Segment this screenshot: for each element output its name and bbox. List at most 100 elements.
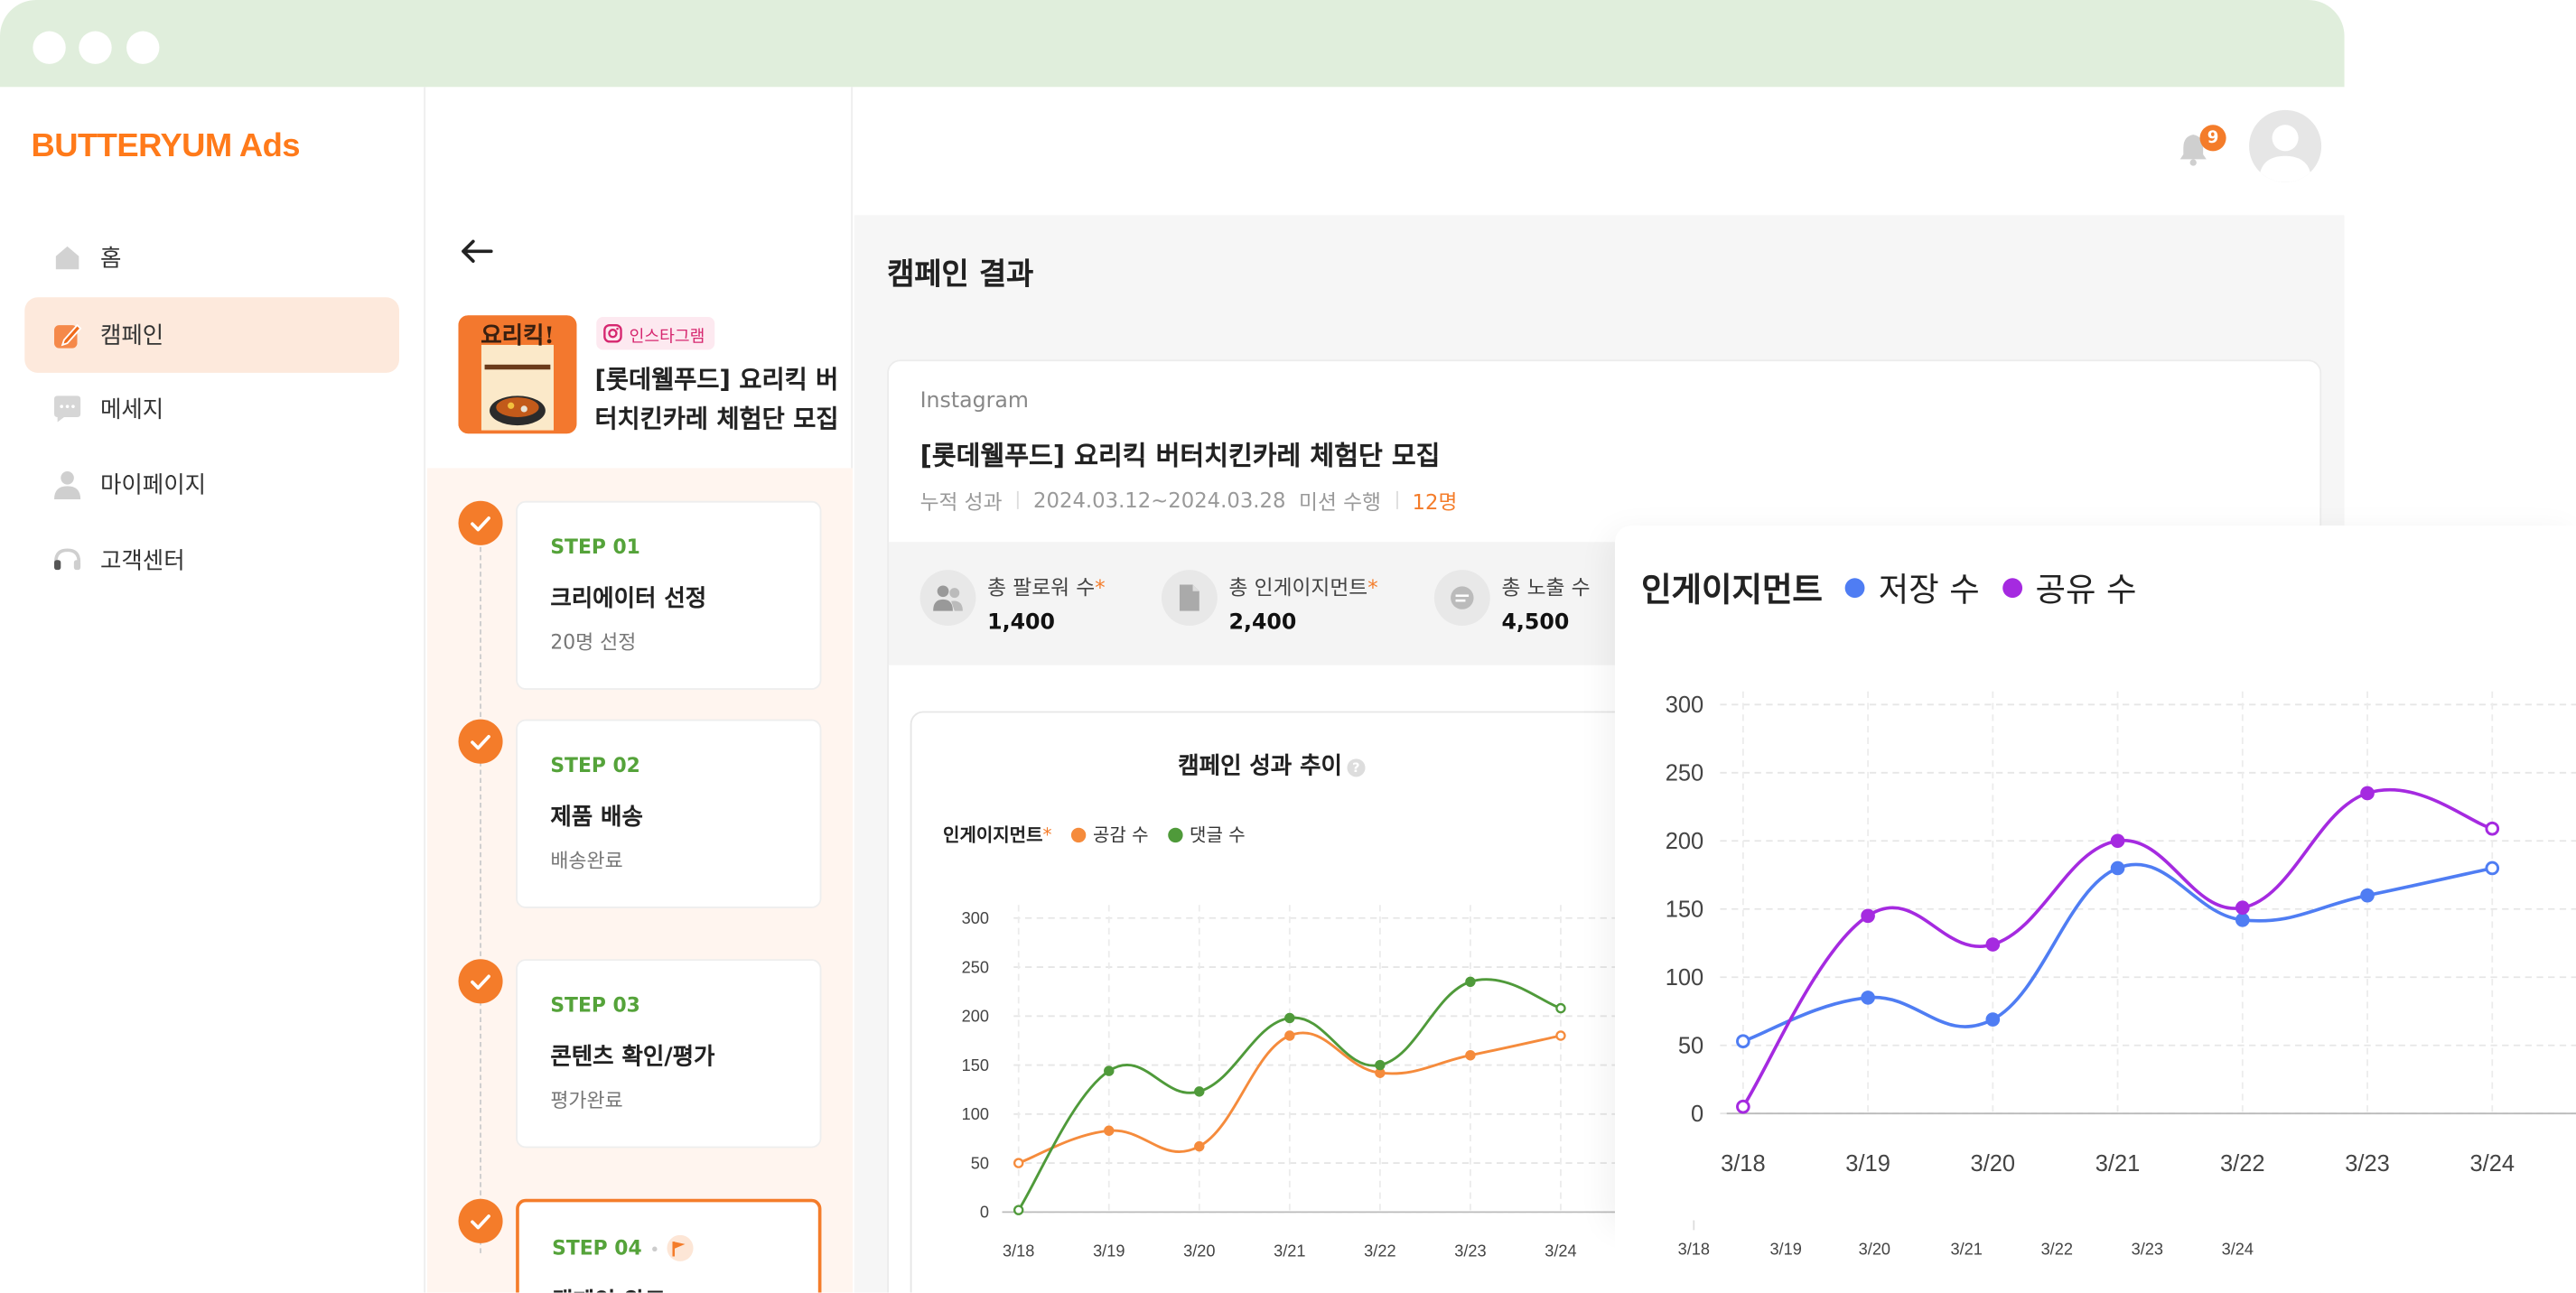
campaign-title: [롯데웰푸드] 요리킥 버터치킨카레 체험단 모집	[594, 364, 839, 434]
top-header: 9	[854, 87, 2345, 216]
y-tick-label: 0	[980, 1204, 989, 1222]
headset-icon	[52, 545, 82, 575]
help-icon[interactable]: ?	[1347, 758, 1366, 777]
meta-mission-label: 미션 수행	[1299, 489, 1381, 515]
x-tick-label: 3/22	[2041, 1241, 2073, 1259]
data-point	[2360, 786, 2375, 801]
check-icon	[458, 719, 503, 764]
y-tick-label: 50	[1678, 1034, 1703, 1059]
sidebar-item-home[interactable]: 홈	[24, 220, 399, 296]
data-point	[1985, 937, 2001, 952]
y-tick-label: 300	[962, 909, 989, 927]
document-icon	[1161, 570, 1218, 627]
campaign-name: [롯데웰푸드] 요리킥 버터치킨카레 체험단 모집	[919, 440, 1441, 472]
campaign-panel: 요리킥! 인스타그램 [롯데웰푸드] 요리킥 버터치킨카레 체험단 모집 STE…	[426, 87, 854, 1293]
x-tick-label: 3/24	[1545, 1242, 1576, 1260]
window-minimize-button[interactable]	[79, 31, 112, 64]
y-tick-label: 250	[962, 958, 989, 976]
sidebar-item-label: 고객센터	[99, 548, 185, 575]
sidebar-item-message[interactable]: 메세지	[24, 371, 399, 447]
y-tick-label: 100	[1666, 965, 1703, 991]
legend-dot	[2002, 577, 2023, 598]
stat-followers: 총 팔로워 수* 1,400	[919, 570, 1106, 636]
step-card-3[interactable]: STEP 03 콘텐츠 확인/평가 평가완료	[516, 959, 822, 1149]
y-tick-label: 200	[1666, 829, 1703, 854]
step-name: 제품 배송	[550, 805, 643, 832]
stat-impressions: 총 노출 수 4,500	[1433, 570, 1591, 636]
window-maximize-button[interactable]	[126, 31, 160, 64]
data-point	[2235, 913, 2250, 927]
data-point	[2110, 860, 2125, 876]
chart-legend: 인게이지먼트 * 공감 수 댓글 수	[943, 821, 1246, 847]
data-point	[2110, 833, 2125, 849]
stat-value: 4,500	[1501, 610, 1570, 636]
x-tick-label: 3/24	[2469, 1151, 2515, 1177]
x-axis-labels-strip: 3/18 3/19 3/20 3/21 3/22 3/23 3/24	[1678, 1220, 2254, 1259]
y-tick-label: 50	[971, 1154, 989, 1172]
legend-label: 저장 수	[1878, 570, 1980, 609]
impression-icon	[1433, 570, 1490, 627]
y-tick-label: 200	[962, 1008, 989, 1026]
data-point	[1861, 908, 1875, 924]
x-tick-label: 3/19	[1845, 1151, 1890, 1177]
stat-value: 1,400	[987, 610, 1055, 636]
legend-dot	[1845, 577, 1866, 598]
campaign-thumbnail: 요리킥!	[458, 315, 577, 434]
x-tick-label: 3/24	[2222, 1241, 2254, 1259]
x-tick-label: 3/20	[1859, 1241, 1890, 1259]
stat-label: 총 노출 수	[1501, 574, 1591, 600]
sidebar-item-label: 메세지	[99, 397, 164, 424]
campaign-icon	[52, 321, 82, 350]
step-label: STEP 01	[550, 535, 640, 559]
back-arrow-icon[interactable]	[460, 238, 493, 271]
instagram-icon	[603, 323, 623, 343]
chart-title: 캠페인 성과 추이	[1178, 753, 1342, 780]
page-title: 캠페인 결과	[887, 257, 1034, 293]
stat-value: 2,400	[1228, 610, 1297, 636]
y-tick-label: 150	[962, 1056, 989, 1074]
data-point	[1555, 1030, 1566, 1041]
step-name: 캠페인 완료	[552, 1284, 818, 1293]
check-icon	[458, 959, 503, 1004]
sidebar: BUTTERYUM Ads 홈 캠페인 메세지 마이페이지	[0, 87, 426, 1293]
step-name: 콘텐츠 확인/평가	[550, 1044, 715, 1071]
divider	[1016, 490, 1019, 509]
step-status: 배송완료	[550, 849, 623, 872]
y-tick-label: 250	[1666, 761, 1703, 786]
sidebar-item-support[interactable]: 고객센터	[24, 522, 399, 598]
flag-icon	[666, 1234, 694, 1261]
data-point	[1104, 1125, 1115, 1136]
sidebar-item-mypage[interactable]: 마이페이지	[24, 447, 399, 523]
data-point	[2360, 888, 2375, 903]
home-icon	[52, 243, 82, 273]
step-status: 평가완료	[550, 1088, 623, 1112]
data-point	[1284, 1030, 1295, 1041]
x-tick-label: 3/23	[2345, 1151, 2390, 1177]
step-card-2[interactable]: STEP 02 제품 배송 배송완료	[516, 719, 822, 908]
data-point	[2485, 821, 2500, 836]
step-name: 크리에이터 선정	[550, 586, 707, 613]
sidebar-item-campaign[interactable]: 캠페인	[24, 297, 399, 373]
avatar[interactable]	[2249, 109, 2322, 182]
series-line	[1018, 1031, 1562, 1165]
divider	[1395, 490, 1398, 509]
step-label: STEP 04	[552, 1236, 642, 1260]
brand-logo[interactable]: BUTTERYUM Ads	[31, 127, 301, 164]
data-point	[1194, 1140, 1205, 1152]
data-point	[1375, 1059, 1386, 1071]
notification-badge: 9	[2199, 125, 2226, 152]
step-card-1[interactable]: STEP 01 크리에이터 선정 20명 선정	[516, 500, 822, 690]
step-card-4[interactable]: STEP 04 캠페인 완료	[516, 1198, 822, 1293]
platform-tag: 인스타그램	[596, 317, 715, 350]
data-point	[1985, 1012, 2001, 1027]
x-tick-label: 3/19	[1093, 1242, 1125, 1260]
meta-period: 2024.03.12~2024.03.28	[1033, 488, 1286, 513]
stat-engagement: 총 인게이지먼트* 2,400	[1161, 570, 1378, 636]
thumbnail-text: 요리킥!	[481, 323, 555, 350]
performance-chart-card: 캠페인 성과 추이? 인게이지먼트 * 공감 수 댓글 수 0 50 100 150 20…	[910, 711, 1633, 1293]
sidebar-item-label: 홈	[99, 246, 122, 273]
zoomed-line-chart: 0 50 100 150 200 250 300 3/18 3/19 3/20 3/21 3/22 3/…	[1666, 691, 2576, 1177]
meta-mission-value: 12명	[1412, 489, 1458, 515]
window-close-button[interactable]	[33, 31, 66, 64]
